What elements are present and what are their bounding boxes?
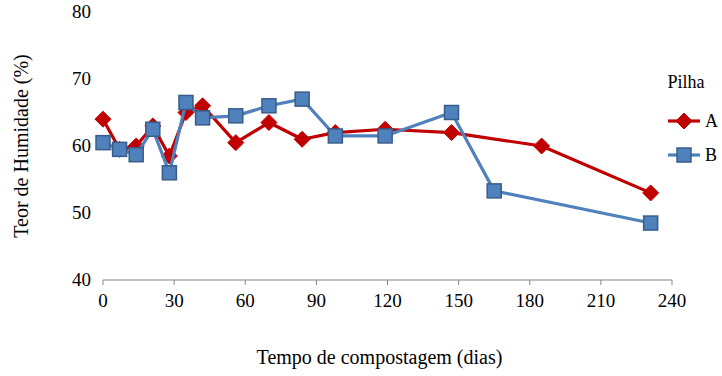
data-point xyxy=(146,122,160,136)
data-point xyxy=(95,111,111,127)
y-tick-label: 70 xyxy=(72,68,91,89)
data-point xyxy=(295,92,309,106)
data-point xyxy=(113,142,127,156)
x-tick-label: 60 xyxy=(236,290,255,311)
x-tick xyxy=(600,280,601,285)
data-point xyxy=(534,138,550,154)
x-tick-label: 150 xyxy=(444,290,473,311)
data-point xyxy=(643,185,659,201)
data-point xyxy=(487,184,501,198)
data-point xyxy=(228,135,244,151)
data-point xyxy=(644,216,658,230)
data-point xyxy=(444,125,460,141)
legend-title: Pilha xyxy=(667,72,704,92)
y-tick-label: 60 xyxy=(72,135,91,156)
y-tick-label: 40 xyxy=(72,269,91,290)
data-point xyxy=(328,129,342,143)
chart: 40 50 60 70 80 0 30 60 90 120 150 180 210 240 Tempo de… xyxy=(0,0,722,376)
x-tick xyxy=(103,280,104,285)
data-point xyxy=(96,136,110,150)
x-tick-label: 180 xyxy=(516,290,545,311)
legend: PilhaAB xyxy=(667,72,718,165)
x-tick xyxy=(458,280,459,285)
data-point xyxy=(445,106,459,120)
data-point xyxy=(196,111,210,125)
y-tick-label: 80 xyxy=(72,1,91,22)
x-tick xyxy=(672,280,673,285)
data-point xyxy=(229,109,243,123)
x-tick-label: 90 xyxy=(307,290,326,311)
data-point xyxy=(262,99,276,113)
series-line xyxy=(103,99,651,223)
x-tick xyxy=(174,280,175,285)
data-point xyxy=(162,166,176,180)
y-axis-label: Teor de Humidade (%) xyxy=(10,54,33,238)
data-point xyxy=(129,148,143,162)
legend-marker xyxy=(677,148,691,162)
x-tick-label: 210 xyxy=(587,290,616,311)
x-tick xyxy=(245,280,246,285)
x-tick-label: 30 xyxy=(165,290,184,311)
x-tick xyxy=(529,280,530,285)
x-axis-label: Tempo de compostagem (dias) xyxy=(257,346,503,369)
data-point xyxy=(378,129,392,143)
plot-area xyxy=(95,92,659,230)
legend-marker xyxy=(676,113,692,129)
data-point xyxy=(294,131,310,147)
data-point xyxy=(261,115,277,131)
x-tick-label: 0 xyxy=(98,290,108,311)
legend-label: B xyxy=(705,145,717,165)
data-point xyxy=(179,95,193,109)
x-tick xyxy=(316,280,317,285)
y-tick-label: 50 xyxy=(72,202,91,223)
data-point xyxy=(112,141,128,157)
legend-label: A xyxy=(705,111,718,131)
x-tick xyxy=(387,280,388,285)
x-tick-label: 120 xyxy=(373,290,402,311)
x-tick-label: 240 xyxy=(658,290,687,311)
